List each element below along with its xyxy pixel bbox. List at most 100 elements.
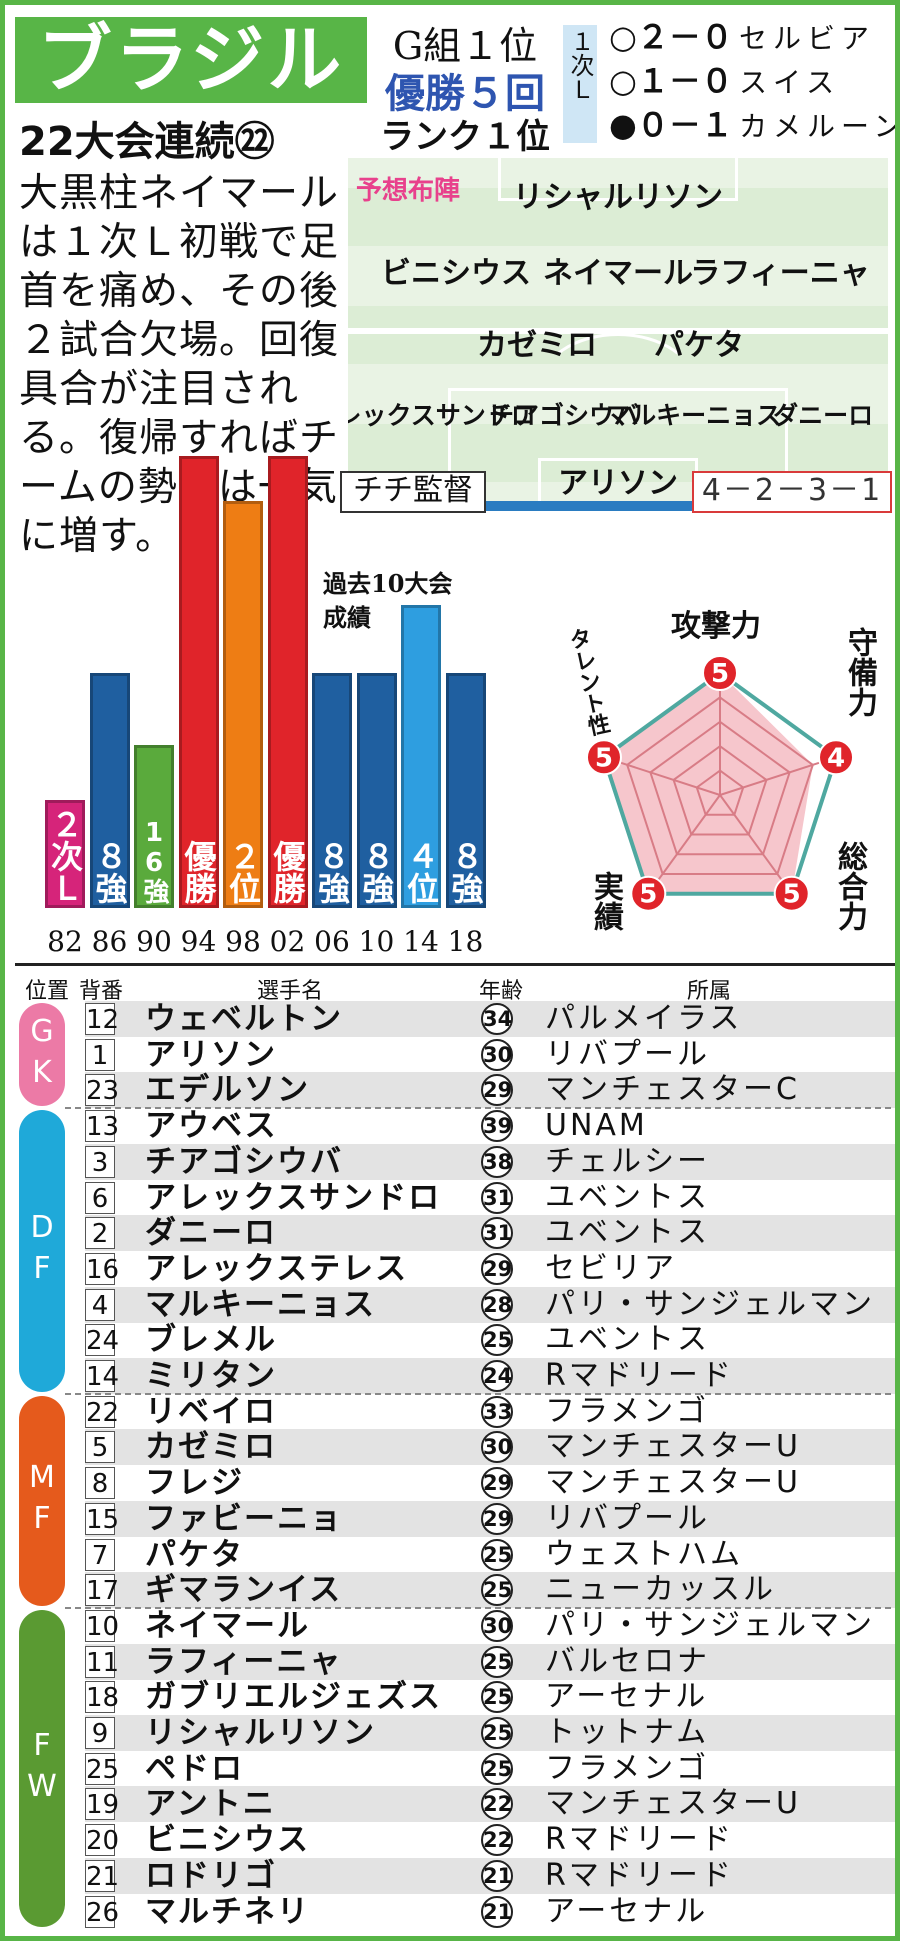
table-row: 21 ロドリゴ 21 Rマドリード — [85, 1857, 895, 1894]
history-bar-label: ８強 — [313, 840, 351, 904]
history-year: 98 — [225, 925, 261, 958]
consecutive-appearances: 22大会連続㉒ — [19, 119, 275, 165]
player-number: 21 — [85, 1859, 120, 1892]
pitch-player: ラフィーニャ — [690, 256, 870, 291]
history-year: 14 — [403, 925, 439, 958]
player-club: マンチェスターU — [545, 1465, 801, 1501]
player-club: Rマドリード — [545, 1358, 734, 1393]
history-title: 過去10大会成績 — [323, 567, 473, 635]
radar-grid-ring — [672, 744, 768, 836]
player-name: ネイマール — [145, 1607, 310, 1644]
radar-spoke — [647, 794, 721, 895]
history-bar-label: ２位 — [224, 840, 262, 904]
player-number: 25 — [85, 1752, 120, 1785]
player-age: 39 — [481, 1110, 513, 1143]
table-row: 16 アレックステレス 29 セビリア — [85, 1251, 895, 1287]
result-opponent: セルビア — [738, 22, 875, 55]
player-club: ユベントス — [545, 1179, 710, 1215]
table-row: 10 ネイマール 30 パリ・サンジェルマン — [85, 1608, 895, 1644]
player-name: アリソン — [145, 1036, 277, 1073]
player-club: Rマドリード — [545, 1822, 734, 1858]
table-row: 24 ブレメル 25 ユベントス — [85, 1322, 895, 1358]
player-number: 13 — [85, 1110, 120, 1143]
player-name: リベイロ — [145, 1393, 277, 1430]
radar-spoke — [719, 756, 837, 796]
player-name: マルチネリ — [145, 1893, 310, 1930]
player-age: 30 — [481, 1038, 513, 1071]
player-club: マンチェスターU — [545, 1786, 801, 1822]
pitch-player: カゼミロ — [477, 328, 597, 363]
player-number: 4 — [85, 1288, 115, 1321]
history-bar — [267, 456, 308, 908]
player-name: アレックステレス — [145, 1250, 409, 1287]
player-age: 38 — [481, 1145, 513, 1178]
player-name: ロドリゴ — [145, 1857, 277, 1894]
position-divider — [65, 1107, 891, 1110]
player-age: 28 — [481, 1288, 513, 1321]
player-number: 20 — [85, 1824, 120, 1857]
pitch-player: ネイマール — [543, 256, 693, 291]
group-standing: G組１位 — [392, 24, 538, 68]
radar-axis-label: 守備力 — [842, 627, 877, 717]
world-cup-titles: 優勝５回 — [385, 71, 545, 117]
table-row: 17 ギマランイス 25 ニューカッスル — [85, 1572, 895, 1609]
player-age: 30 — [481, 1609, 513, 1642]
player-name: ギマランイス — [145, 1572, 343, 1609]
player-name: アントニ — [145, 1786, 276, 1823]
history-bar — [401, 605, 441, 908]
pitch-player: ダニーロ — [773, 401, 874, 430]
radar-value: 5 — [783, 880, 801, 910]
player-name: フレジ — [145, 1465, 244, 1502]
col-number: 背番 — [79, 979, 124, 1004]
player-club: リバプール — [545, 1036, 710, 1072]
radar-grid-ring — [601, 670, 839, 896]
player-name: ウェベルトン — [145, 1001, 343, 1037]
stage-text: １次Ｌ — [566, 29, 594, 101]
table-row: 13 アウベス 39 UNAM — [85, 1108, 895, 1144]
player-number: 6 — [85, 1181, 115, 1214]
player-number: 15 — [85, 1502, 120, 1535]
player-age: 21 — [481, 1859, 513, 1892]
radar-value-badge — [773, 875, 810, 912]
table-row: 7 パケタ 25 ウェストハム — [85, 1537, 895, 1573]
player-name: ラフィーニャ — [145, 1643, 343, 1680]
player-number: 14 — [85, 1360, 120, 1392]
col-name: 選手名 — [257, 979, 324, 1004]
radar-grid-ring — [695, 769, 745, 816]
table-row: 11 ラフィーニャ 25 バルセロナ — [85, 1643, 895, 1680]
player-age: 29 — [481, 1467, 513, 1500]
radar-value-badge — [818, 739, 855, 776]
player-name: ミリタン — [145, 1358, 277, 1394]
pitch-player: チアゴシウバ — [488, 401, 640, 430]
table-row: 5 カゼミロ 30 マンチェスターU — [85, 1429, 895, 1466]
player-name: パケタ — [145, 1536, 244, 1573]
pitch-player: マルキーニョス — [606, 401, 782, 430]
player-age: 25 — [481, 1538, 513, 1571]
radar-grid-ring — [649, 720, 791, 856]
player-club: トットナム — [545, 1715, 710, 1750]
position-badge: DF — [19, 1110, 65, 1392]
history-bar-label: 16強 — [139, 818, 169, 904]
radar-grid-ring — [626, 696, 814, 875]
pitch-player: リシャルリソン — [513, 180, 723, 215]
player-number: 10 — [85, 1609, 120, 1642]
result-opponent: カメルーン — [738, 110, 900, 143]
history-bar — [223, 501, 263, 908]
player-club: バルセロナ — [545, 1643, 710, 1679]
history-year: 02 — [269, 925, 306, 958]
player-name: アウベス — [145, 1108, 278, 1145]
history-bar-label: 優勝 — [268, 840, 307, 904]
player-club: マンチェスターC — [545, 1072, 800, 1108]
table-row: 1 アリソン 30 リバプール — [85, 1037, 895, 1073]
position-divider — [65, 1392, 891, 1395]
table-row: 6 アレックスサンドロ 31 ユベントス — [85, 1180, 895, 1216]
player-age: 24 — [481, 1360, 513, 1392]
player-age: 31 — [481, 1181, 513, 1214]
pitch-base-bar — [343, 501, 891, 511]
history-bar-label: ８強 — [90, 840, 129, 904]
player-number: 19 — [85, 1788, 120, 1821]
position-badge: FW — [19, 1609, 65, 1928]
radar-axis-label: 攻撃力 — [671, 609, 761, 644]
table-row: 3 チアゴシウバ 38 チェルシー — [85, 1143, 895, 1180]
history-bar-label: ８強 — [357, 840, 396, 904]
